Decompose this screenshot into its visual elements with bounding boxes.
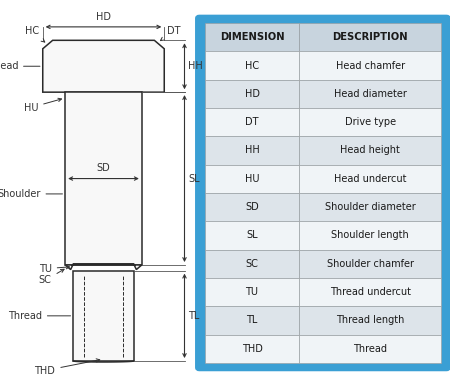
Bar [205, 334, 299, 363]
Text: Thread length: Thread length [336, 315, 404, 325]
Text: HC: HC [25, 26, 45, 42]
Bar [299, 23, 441, 51]
Text: SC: SC [246, 259, 258, 269]
Polygon shape [65, 264, 142, 270]
Bar [299, 278, 441, 306]
Bar [73, 271, 134, 361]
Text: DT: DT [161, 26, 180, 41]
Text: HH: HH [245, 146, 259, 156]
Bar [299, 193, 441, 221]
Bar [299, 306, 441, 334]
FancyBboxPatch shape [196, 15, 450, 371]
Text: HH: HH [188, 61, 203, 71]
Text: Drive type: Drive type [345, 117, 396, 127]
Text: THD: THD [35, 359, 100, 376]
Bar [205, 80, 299, 108]
Text: HD: HD [244, 89, 260, 99]
Text: Thread undercut: Thread undercut [329, 287, 410, 297]
Bar [299, 136, 441, 165]
Bar [205, 51, 299, 79]
Polygon shape [43, 40, 164, 92]
Bar [205, 193, 299, 221]
Bar [205, 306, 299, 334]
Text: SL: SL [188, 174, 200, 184]
Text: Head: Head [0, 61, 40, 71]
Text: Head chamfer: Head chamfer [336, 61, 405, 71]
Text: SD: SD [245, 202, 259, 212]
Bar [299, 250, 441, 278]
Bar [205, 23, 299, 51]
Text: TU: TU [39, 263, 69, 274]
Text: Shoulder chamfer: Shoulder chamfer [327, 259, 414, 269]
Text: DT: DT [245, 117, 259, 127]
Text: Thread: Thread [353, 344, 387, 354]
Text: Thread: Thread [8, 311, 71, 321]
Bar [299, 165, 441, 193]
Text: TL: TL [188, 311, 199, 321]
Text: TL: TL [246, 315, 258, 325]
Text: Shoulder length: Shoulder length [331, 230, 409, 240]
Text: Head diameter: Head diameter [334, 89, 406, 99]
Text: HU: HU [245, 174, 259, 184]
Text: DESCRIPTION: DESCRIPTION [332, 32, 408, 42]
Bar [205, 278, 299, 306]
Text: HD: HD [96, 12, 111, 22]
Text: TU: TU [246, 287, 258, 297]
Bar [205, 250, 299, 278]
Bar [299, 221, 441, 250]
Text: THD: THD [242, 344, 262, 354]
Bar [299, 51, 441, 79]
Bar [205, 136, 299, 165]
Text: SC: SC [39, 269, 64, 285]
Bar [205, 108, 299, 136]
Bar [65, 92, 142, 265]
Text: Head undercut: Head undercut [334, 174, 406, 184]
Text: SD: SD [97, 163, 110, 173]
Bar [299, 108, 441, 136]
Text: Head height: Head height [340, 146, 400, 156]
Text: Shoulder: Shoulder [0, 189, 63, 199]
Text: HU: HU [24, 98, 62, 113]
Bar [205, 221, 299, 250]
Bar [299, 334, 441, 363]
Text: Shoulder diameter: Shoulder diameter [325, 202, 415, 212]
Bar [299, 80, 441, 108]
Bar [205, 165, 299, 193]
Text: DIMENSION: DIMENSION [220, 32, 284, 42]
Text: SL: SL [246, 230, 258, 240]
Text: HC: HC [245, 61, 259, 71]
